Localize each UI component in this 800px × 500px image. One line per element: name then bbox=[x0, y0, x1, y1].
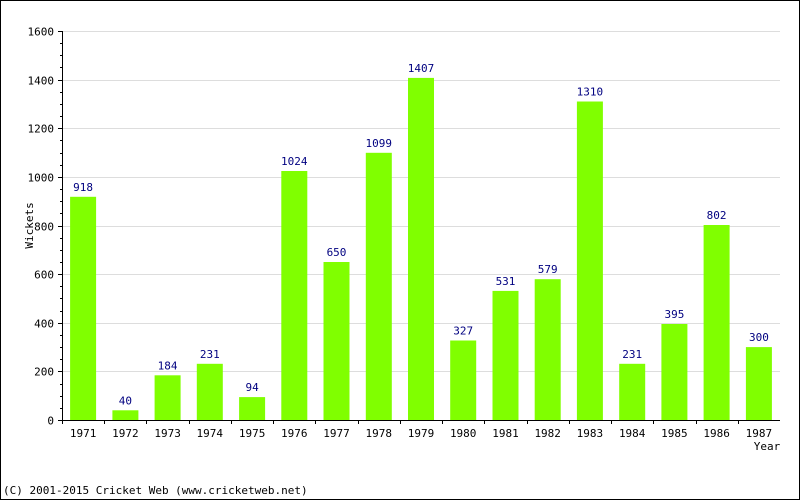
data-label-1978: 1099 bbox=[366, 137, 393, 150]
x-axis-ticks: 1971 1972 1973 1974 1975 1976 1977 1978 1979 1980… bbox=[62, 420, 773, 440]
data-label-1982: 579 bbox=[538, 263, 558, 276]
x-tick-label: 1984 bbox=[619, 427, 646, 440]
bar-1976 bbox=[281, 171, 308, 420]
bar-1979 bbox=[408, 77, 434, 421]
y-tick-label: 200 bbox=[34, 366, 54, 379]
bar-1974 bbox=[196, 363, 223, 420]
x-tick-label: 1987 bbox=[746, 427, 773, 440]
data-label-1986: 802 bbox=[707, 209, 727, 222]
x-tick-label: 1975 bbox=[239, 427, 266, 440]
data-label-1987: 300 bbox=[749, 331, 769, 344]
x-tick-label: 1981 bbox=[492, 427, 519, 440]
x-tick-label: 1973 bbox=[154, 427, 181, 440]
x-tick-label: 1978 bbox=[366, 427, 393, 440]
bar-1971 bbox=[70, 196, 97, 420]
bar-1973 bbox=[154, 375, 181, 420]
bar-1972 bbox=[112, 410, 139, 420]
data-label-1974: 231 bbox=[200, 348, 220, 361]
data-label-1971: 918 bbox=[73, 181, 93, 194]
x-tick-label: 1977 bbox=[323, 427, 350, 440]
data-label-1977: 650 bbox=[327, 246, 347, 259]
x-tick-label: 1985 bbox=[661, 427, 688, 440]
bar-1978 bbox=[365, 152, 392, 421]
y-tick-label: 0 bbox=[47, 415, 54, 428]
y-axis-ticks: 0 200 400 600 800 1000 1200 1400 1600 bbox=[28, 26, 62, 428]
x-tick-label: 1976 bbox=[281, 427, 308, 440]
data-label-1985: 395 bbox=[664, 308, 684, 321]
x-axis-title: Year bbox=[754, 440, 781, 453]
x-tick-label: 1974 bbox=[197, 427, 224, 440]
y-tick-label: 800 bbox=[34, 221, 54, 234]
x-tick-label: 1983 bbox=[577, 427, 604, 440]
x-tick-label: 1982 bbox=[534, 427, 561, 440]
bar-1980 bbox=[450, 340, 477, 420]
data-label-1983: 1310 bbox=[577, 86, 604, 99]
x-tick-label: 1979 bbox=[408, 427, 435, 440]
bars bbox=[70, 77, 772, 421]
data-label-1984: 231 bbox=[622, 348, 642, 361]
bar-1985 bbox=[661, 324, 688, 420]
y-tick-label: 600 bbox=[34, 269, 54, 282]
copyright-footer: (C) 2001-2015 Cricket Web (www.cricketwe… bbox=[3, 484, 308, 497]
data-labels: 918 40 184 231 94 1024 650 1099 1407 327 531 579 131… bbox=[73, 62, 769, 407]
data-label-1975: 94 bbox=[245, 381, 259, 394]
bar-1975 bbox=[239, 397, 266, 420]
data-label-1981: 531 bbox=[496, 275, 516, 288]
bar-1981 bbox=[492, 290, 519, 420]
y-tick-label: 1200 bbox=[28, 123, 55, 136]
data-label-1973: 184 bbox=[158, 359, 178, 372]
data-label-1972: 40 bbox=[119, 394, 132, 407]
bar-1982 bbox=[534, 279, 561, 420]
bar-1986 bbox=[703, 225, 730, 420]
y-tick-label: 400 bbox=[34, 318, 54, 331]
data-label-1976: 1024 bbox=[281, 155, 308, 168]
y-tick-label: 1400 bbox=[28, 75, 55, 88]
bar-1983 bbox=[576, 101, 603, 420]
x-tick-label: 1971 bbox=[70, 427, 97, 440]
y-tick-label: 1000 bbox=[28, 172, 55, 185]
y-tick-label: 1600 bbox=[28, 26, 55, 39]
data-label-1980: 327 bbox=[453, 325, 473, 338]
y-axis-title: Wickets bbox=[23, 202, 36, 248]
data-label-1979: 1407 bbox=[408, 62, 435, 75]
x-tick-label: 1986 bbox=[703, 427, 730, 440]
bar-1984 bbox=[619, 363, 646, 420]
bar-1977 bbox=[323, 262, 350, 420]
x-tick-label: 1972 bbox=[112, 427, 139, 440]
x-tick-label: 1980 bbox=[450, 427, 477, 440]
bar-1987 bbox=[745, 347, 772, 420]
